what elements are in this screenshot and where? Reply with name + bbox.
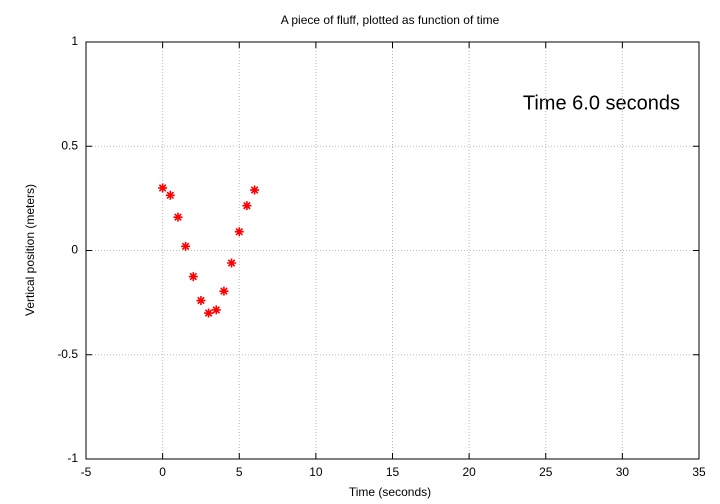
y-tick-label: -0.5 — [57, 347, 78, 361]
y-tick-label: 0.5 — [61, 138, 78, 152]
x-tick-label: 35 — [692, 465, 706, 479]
x-tick-label: 20 — [462, 465, 476, 479]
point — [234, 227, 244, 237]
point — [158, 183, 168, 193]
point — [250, 185, 260, 195]
point — [219, 286, 229, 296]
x-axis-label: Time (seconds) — [349, 485, 431, 499]
y-tick-label: -1 — [67, 451, 78, 465]
point — [227, 258, 237, 268]
point — [204, 308, 214, 318]
y-axis-label: Vertical position (meters) — [23, 184, 37, 316]
point — [188, 272, 198, 282]
point — [181, 241, 191, 251]
x-tick-label: 5 — [236, 465, 243, 479]
y-tick-label: 1 — [71, 34, 78, 48]
point — [211, 305, 221, 315]
point — [173, 212, 183, 222]
x-tick-label: 0 — [159, 465, 166, 479]
point — [165, 190, 175, 200]
annotation: Time 6.0 seconds — [523, 92, 680, 114]
x-tick-label: 10 — [309, 465, 323, 479]
chart-title: A piece of fluff, plotted as function of… — [281, 13, 500, 27]
point — [196, 296, 206, 306]
x-tick-label: 30 — [616, 465, 630, 479]
x-tick-label: 15 — [386, 465, 400, 479]
y-tick-label: 0 — [71, 243, 78, 257]
x-tick-label: 25 — [539, 465, 553, 479]
plot-frame — [85, 41, 700, 460]
x-tick-label: -5 — [81, 465, 92, 479]
point — [242, 201, 252, 211]
